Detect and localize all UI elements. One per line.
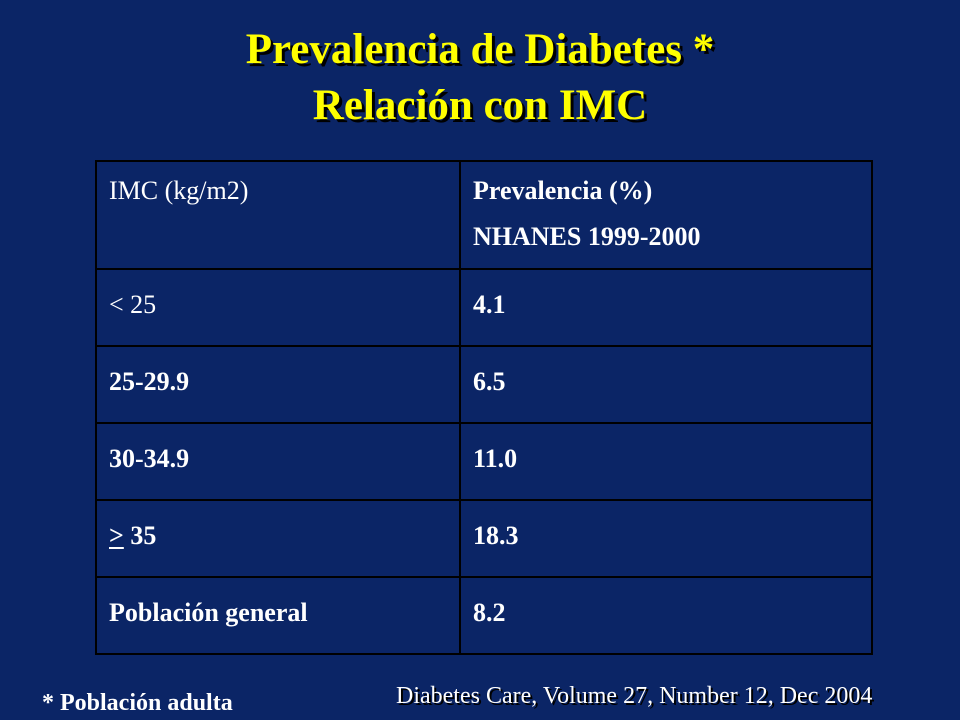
imc-value: 35 [123,521,157,550]
source-citation: Diabetes Care, Volume 27, Number 12, Dec… [396,683,873,709]
slide-title: Prevalencia de Diabetes * Relación con I… [0,22,960,134]
table-row: 30-34.9 11.0 [95,422,873,501]
prevalence-cell: 6.5 [459,345,873,424]
prevalence-cell: 18.3 [459,499,873,578]
title-line-1: Prevalencia de Diabetes * [245,26,715,73]
table-row: > 35 18.3 [95,499,873,578]
prevalence-cell: 8.2 [459,576,873,655]
imc-cell: < 25 [95,268,461,347]
imc-cell: 30-34.9 [95,422,461,501]
prevalence-table: IMC (kg/m2) Prevalencia (%) NHANES 1999-… [95,160,873,655]
imc-cell: > 35 [95,499,461,578]
table-row: Población general 8.2 [95,576,873,655]
header-prevalence: Prevalencia (%) NHANES 1999-2000 [459,160,873,270]
table-row: 25-29.9 6.5 [95,345,873,424]
header-prevalence-label: Prevalencia (%) [473,176,653,205]
imc-cell: 25-29.9 [95,345,461,424]
greater-equal-symbol: > [109,521,124,550]
header-imc: IMC (kg/m2) [95,160,461,270]
prevalence-cell: 11.0 [459,422,873,501]
table-row: < 25 4.1 [95,268,873,347]
prevalence-cell: 4.1 [459,268,873,347]
header-prevalence-source: NHANES 1999-2000 [473,222,701,251]
title-line-2: Relación con IMC [312,82,648,129]
footnote: * Población adulta [42,690,233,716]
table-header-row: IMC (kg/m2) Prevalencia (%) NHANES 1999-… [95,160,873,270]
imc-cell: Población general [95,576,461,655]
